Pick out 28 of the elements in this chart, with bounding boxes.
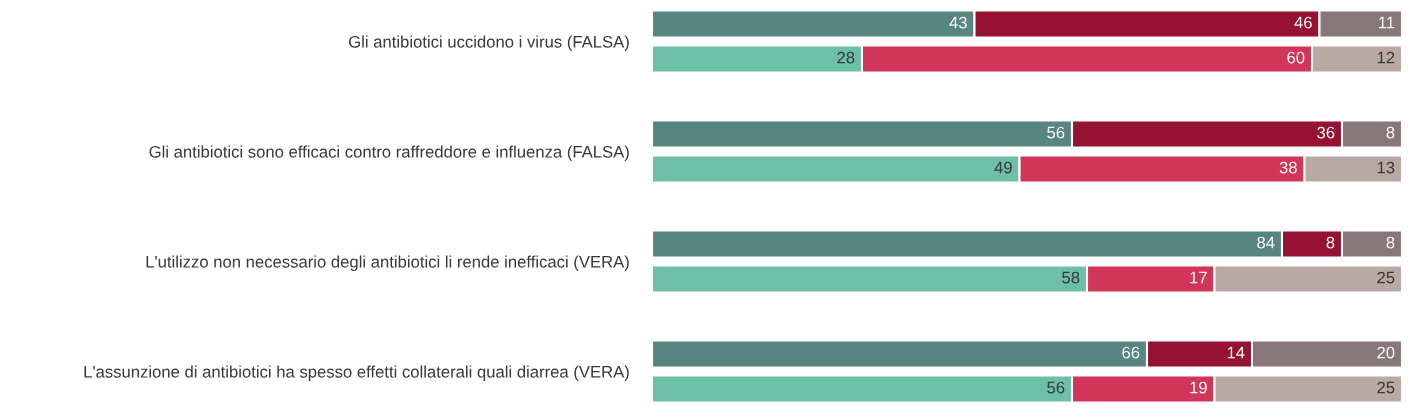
- data-label: 17: [1190, 271, 1207, 284]
- data-label: 8: [1326, 236, 1335, 249]
- data-label: 58: [1062, 271, 1080, 284]
- data-label: 43: [949, 16, 967, 29]
- data-label: 56: [1047, 126, 1065, 139]
- data-label: 38: [1279, 161, 1297, 174]
- data-label: 36: [1317, 126, 1335, 139]
- data-label: 11: [1379, 16, 1395, 29]
- data-label: 25: [1377, 381, 1395, 394]
- y-tick-label: Gli antibiotici uccidono i virus (FALSA): [349, 35, 629, 51]
- y-tick-label: L'utilizzo non necessario degli antibiotici li rende inefficaci (VERA): [146, 255, 629, 271]
- data-label: 66: [1122, 346, 1140, 359]
- data-label: 49: [994, 161, 1012, 174]
- data-label: 14: [1227, 346, 1245, 359]
- data-label: 8: [1386, 236, 1395, 249]
- y-tick-label: L'assunzione di antibiotici ha spesso effetti collaterali quali diarrea (VERA): [84, 365, 629, 381]
- data-label: 28: [837, 51, 855, 64]
- data-label: 19: [1190, 381, 1207, 394]
- data-label: 25: [1377, 271, 1395, 284]
- data-label: 12: [1377, 51, 1395, 64]
- data-label: 60: [1287, 51, 1305, 64]
- data-label: 84: [1257, 236, 1275, 249]
- data-label: 8: [1386, 126, 1395, 139]
- y-tick-label: Gli antibiotici sono efficaci contro raffreddore e influenza (FALSA): [149, 145, 629, 161]
- data-label: 56: [1047, 381, 1065, 394]
- data-label: 13: [1377, 161, 1395, 174]
- data-label: 46: [1294, 16, 1312, 29]
- data-label: 20: [1377, 346, 1395, 359]
